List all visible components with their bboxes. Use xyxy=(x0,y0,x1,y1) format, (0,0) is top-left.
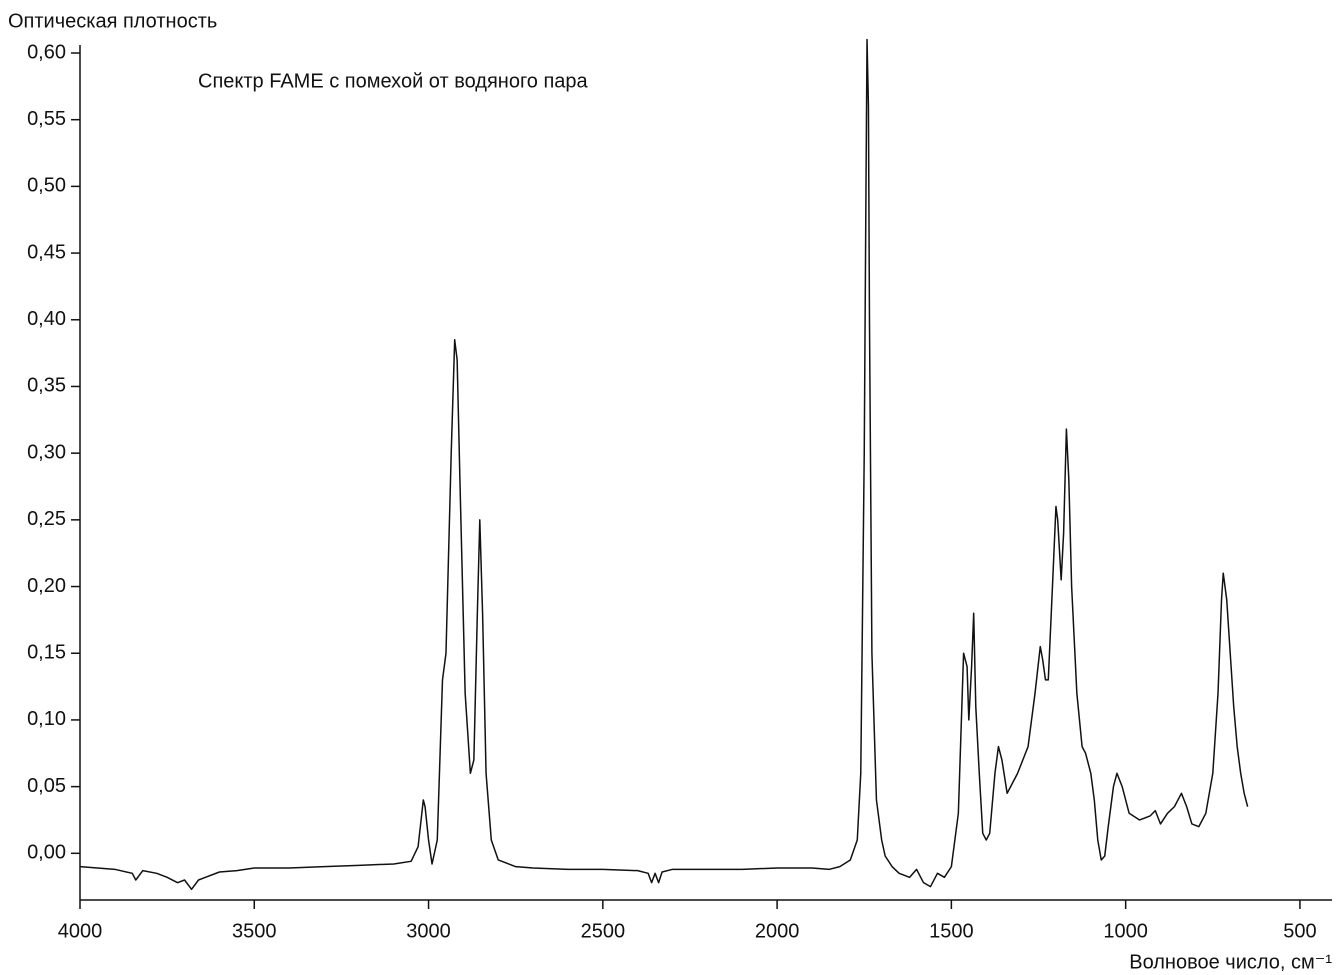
y-tick-label: 0,40 xyxy=(27,308,66,330)
annotation: Спектр FAME с помехой от водяного пара xyxy=(198,70,589,92)
x-tick-label: 3000 xyxy=(406,920,451,942)
x-tick-label: 500 xyxy=(1283,920,1316,942)
spectrum-line xyxy=(79,38,1249,891)
x-tick-label: 2500 xyxy=(581,920,626,942)
x-tick-label: 2000 xyxy=(755,920,800,942)
y-tick-label: 0,30 xyxy=(27,441,66,463)
y-tick-label: 0,00 xyxy=(27,842,66,864)
x-tick-label: 1000 xyxy=(1103,920,1148,942)
x-tick-label: 4000 xyxy=(58,920,103,942)
x-axis-label: Волновое число, см⁻¹ xyxy=(1129,951,1332,973)
x-tick-label: 1500 xyxy=(929,920,974,942)
y-tick-label: 0,20 xyxy=(27,575,66,597)
y-tick-label: 0,55 xyxy=(27,108,66,130)
y-tick-label: 0,60 xyxy=(27,41,66,63)
x-tick-label: 3500 xyxy=(232,920,277,942)
y-tick-label: 0,45 xyxy=(27,241,66,263)
y-tick-label: 0,35 xyxy=(27,375,66,397)
y-tick-label: 0,15 xyxy=(27,642,66,664)
y-tick-label: 0,10 xyxy=(27,708,66,730)
y-tick-label: 0,50 xyxy=(27,175,66,197)
y-tick-label: 0,05 xyxy=(27,775,66,797)
y-tick-label: 0,25 xyxy=(27,508,66,530)
y-axis-label: Оптическая плотность xyxy=(8,10,217,32)
